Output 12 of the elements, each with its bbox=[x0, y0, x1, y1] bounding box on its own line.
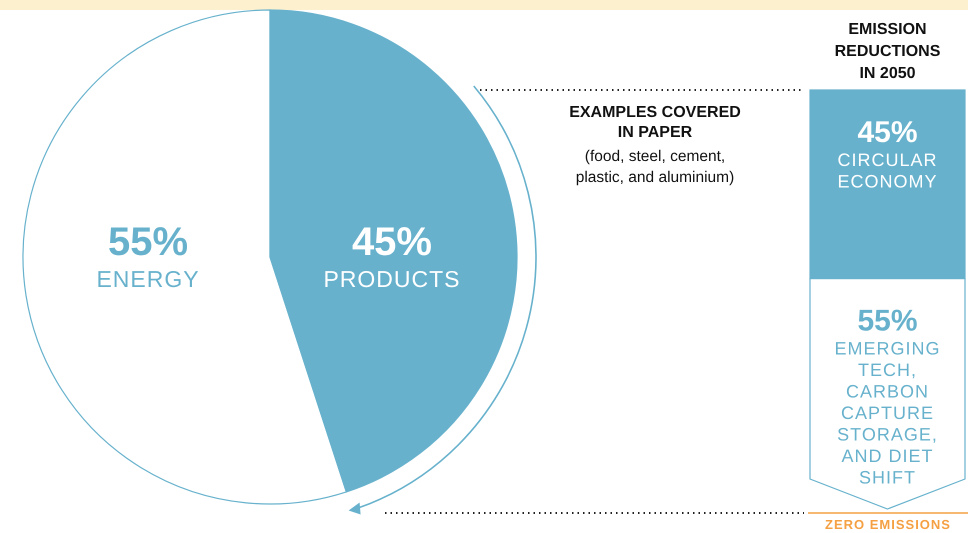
series-label: CIRCULAR ECONOMY bbox=[837, 150, 938, 192]
series-label: EMERGING TECH, CARBON CAPTURE STORAGE, AND DIET SHIFT bbox=[834, 338, 941, 488]
text: (food, steel, cement, plastic, and aluminium) bbox=[576, 148, 734, 186]
data-label: 45% bbox=[352, 220, 432, 264]
slice-label: ENERGY bbox=[96, 266, 200, 292]
chart-title: EMISSION REDUCTIONS IN 2050 bbox=[834, 21, 941, 82]
data-label: 55% bbox=[108, 220, 188, 264]
text: ZERO EMISSIONS bbox=[825, 517, 951, 532]
data-label: 55% bbox=[857, 304, 918, 338]
text: EXAMPLES COVERED IN PAPER bbox=[569, 104, 741, 141]
data-label: 45% bbox=[857, 116, 918, 149]
slice-label: PRODUCTS bbox=[323, 266, 461, 292]
